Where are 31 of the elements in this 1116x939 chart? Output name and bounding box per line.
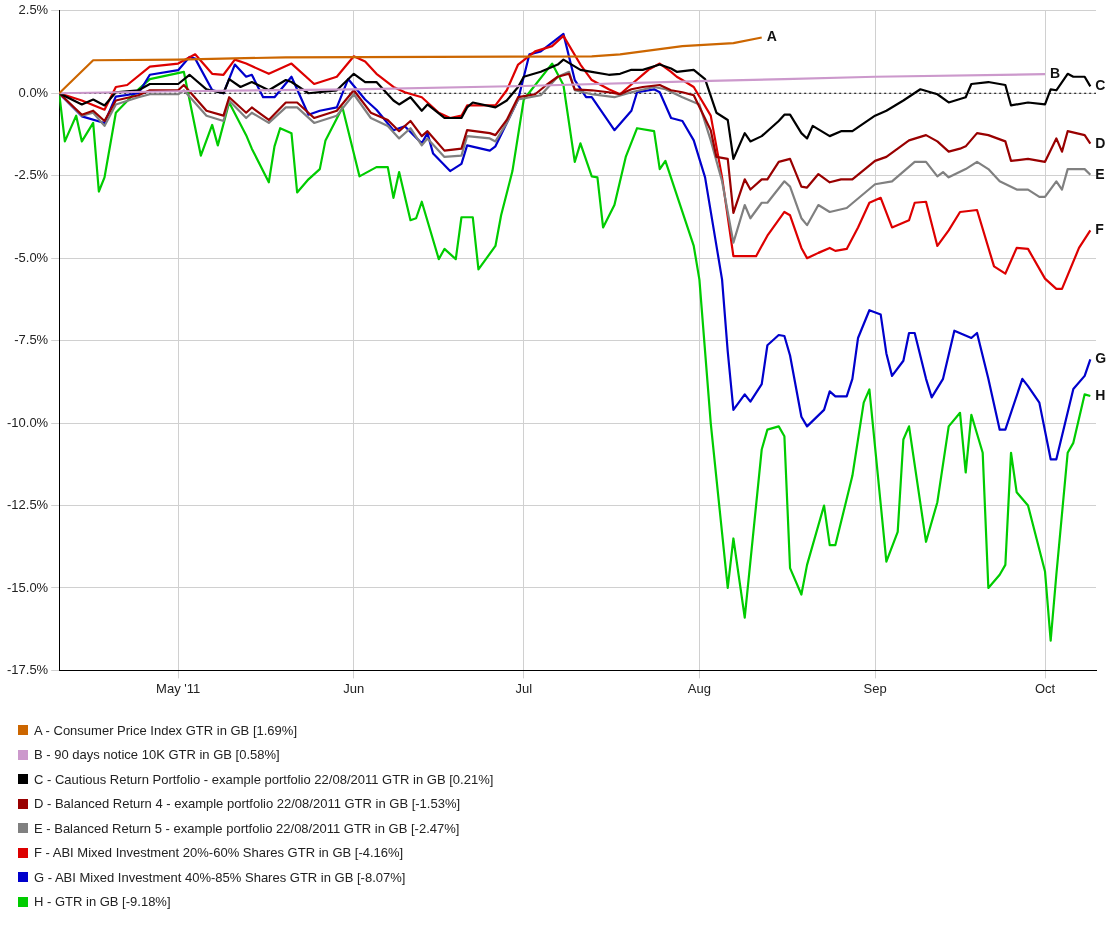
annotation: G <box>1095 350 1107 367</box>
annotation: H <box>1095 386 1106 403</box>
legend-label: F - ABI Mixed Investment 20%-60% Shares GTR in GB [-4.16%] <box>34 845 404 861</box>
y-tick-label: -2.5% <box>14 167 49 183</box>
legend-label: C - Cautious Return Portfolio - example portfolio 22/08/2011 GTR in GB [0.21%] <box>34 771 494 787</box>
annotation: E <box>1095 165 1105 182</box>
legend-label: H - GTR in GB [-9.18%] <box>34 894 171 910</box>
legend-label: E - Balanced Return 5 - example portfolio 22/08/2011 GTR in GB [-2.47%] <box>34 820 460 836</box>
y-tick-label: -5.0% <box>14 249 49 265</box>
annotation: F <box>1095 221 1105 238</box>
y-tick-label: -7.5% <box>14 332 49 348</box>
x-tick-label: Jun <box>343 680 365 696</box>
legend-label: B - 90 days notice 10K GTR in GB [0.58%] <box>34 747 280 763</box>
y-tick-label: -10.0% <box>6 414 49 430</box>
legend-label: D - Balanced Return 4 - example portfolio 22/08/2011 GTR in GB [-1.53%] <box>34 796 461 812</box>
legend-label: G - ABI Mixed Investment 40%-85% Shares GTR in GB [-8.07%] <box>34 869 406 885</box>
x-tick-label: Jul <box>515 680 533 696</box>
x-tick-label: Aug <box>687 680 711 696</box>
annotation: C <box>1095 77 1106 94</box>
y-tick-label: 2.5% <box>18 2 49 18</box>
x-tick-label: Oct <box>1034 680 1056 696</box>
annotation: B <box>1050 64 1061 81</box>
annotation: A <box>766 28 777 45</box>
y-tick-label: -15.0% <box>6 579 49 595</box>
x-tick-label: Sep <box>863 680 887 696</box>
annotation: D <box>1095 134 1106 151</box>
legend-label: A - Consumer Price Index GTR in GB [1.69%] <box>34 722 297 738</box>
y-tick-label: 0.0% <box>18 84 49 100</box>
x-tick-label: May '11 <box>156 680 201 696</box>
y-tick-label: -12.5% <box>6 497 49 513</box>
y-tick-label: -17.5% <box>6 661 49 677</box>
